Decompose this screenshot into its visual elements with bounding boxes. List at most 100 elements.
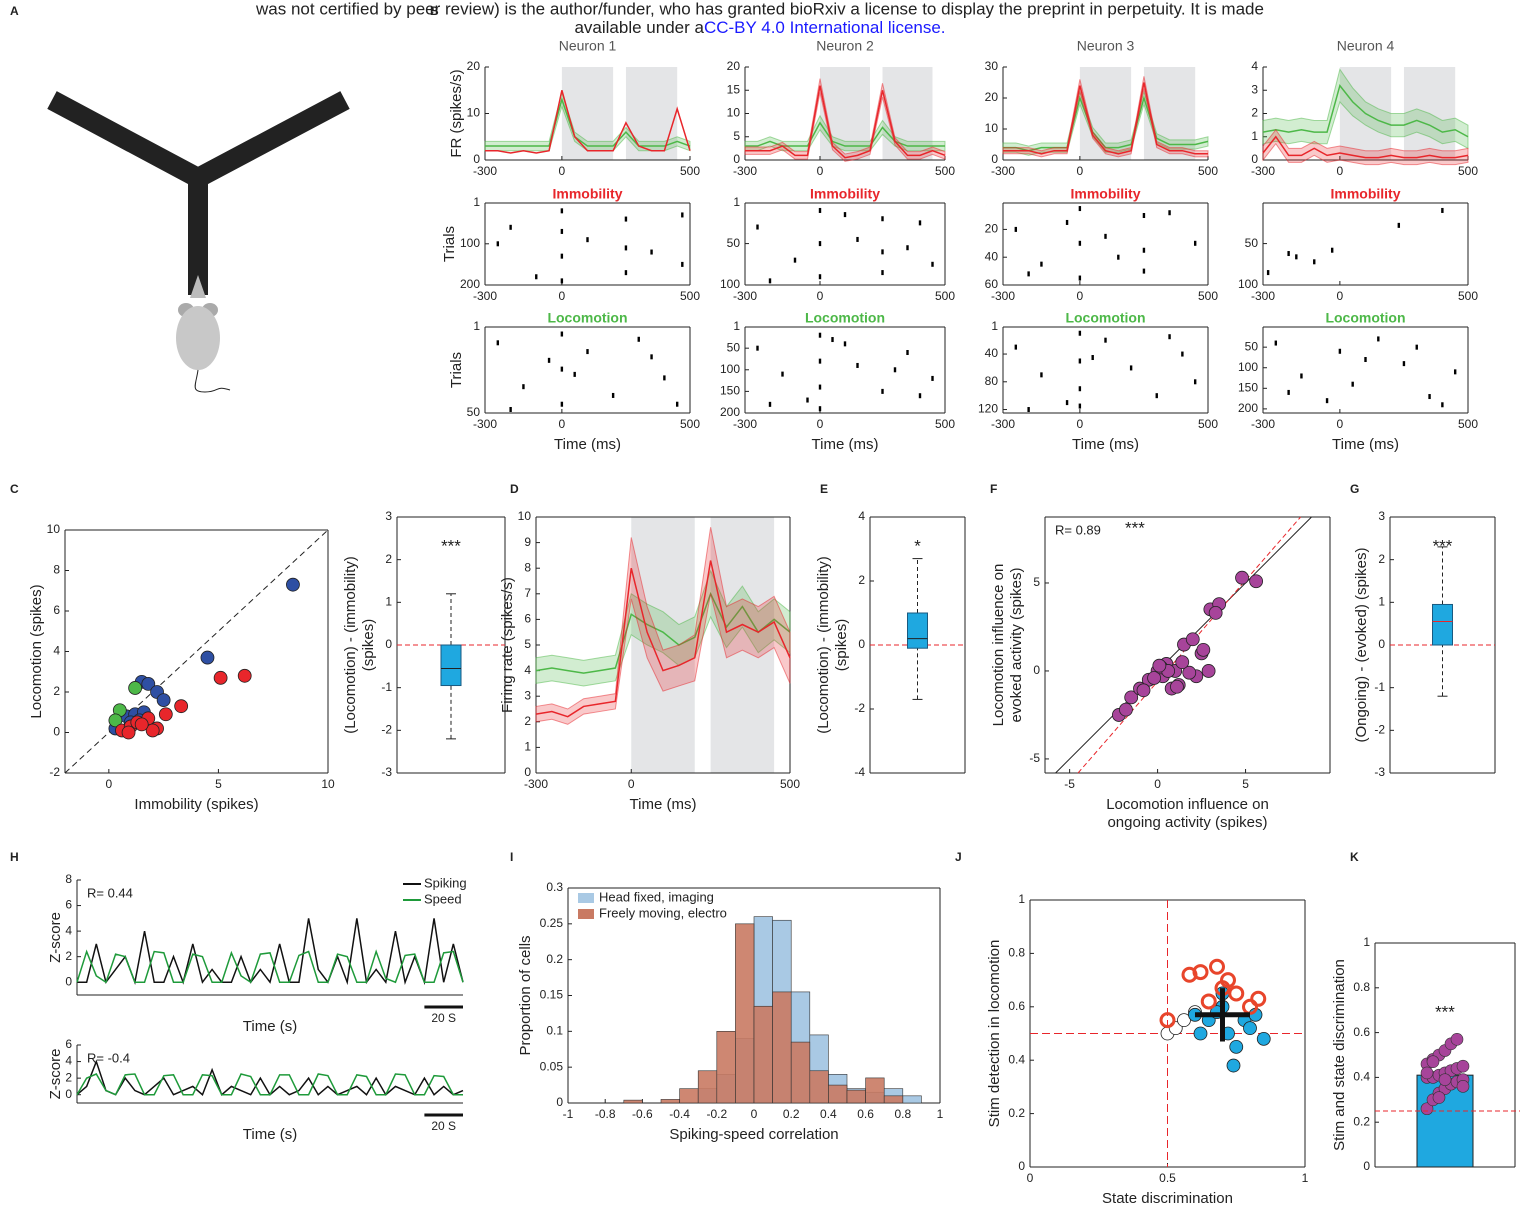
point bbox=[1456, 1059, 1470, 1073]
y-tick-label: 4 bbox=[65, 923, 72, 937]
y-tick-label: 2 bbox=[1378, 552, 1385, 566]
series-line bbox=[1262, 83, 1469, 138]
spike bbox=[586, 237, 589, 243]
x-axis-label: Time (ms) bbox=[1332, 436, 1399, 453]
spike bbox=[496, 340, 500, 346]
legend-swatch bbox=[578, 893, 594, 903]
spike bbox=[637, 336, 640, 342]
y-tick-label: 10 bbox=[518, 509, 532, 523]
x-tick-label: -300 bbox=[991, 417, 1015, 431]
y-tick-label: 0.25 bbox=[540, 916, 564, 930]
y-tick-label: 9 bbox=[524, 535, 531, 549]
y-tick-label: 10 bbox=[985, 121, 999, 135]
spike bbox=[509, 406, 512, 412]
y-tick-label: 20 bbox=[467, 59, 481, 73]
histogram-bar bbox=[772, 991, 792, 1104]
box bbox=[1432, 603, 1453, 646]
scale-bar-label: 20 S bbox=[431, 1011, 456, 1025]
point bbox=[174, 699, 189, 714]
panel-label: D bbox=[510, 482, 519, 496]
spike bbox=[522, 384, 525, 390]
y-tick-label: -1 bbox=[1374, 680, 1385, 694]
legend-label: Freely moving, electro bbox=[599, 905, 727, 920]
point bbox=[1159, 1012, 1176, 1029]
point bbox=[213, 670, 228, 685]
spike bbox=[881, 270, 884, 276]
y-tick-label: 10 bbox=[47, 522, 61, 536]
chart-title: Neuron 2 bbox=[816, 38, 874, 54]
y-tick-label: 8 bbox=[53, 563, 60, 577]
y-tick-label: 100 bbox=[1238, 360, 1258, 374]
annotation: R= -0.4 bbox=[87, 1050, 130, 1065]
y-tick-label: 2 bbox=[385, 552, 392, 566]
x-tick-label: -300 bbox=[991, 164, 1015, 178]
y-tick-label: 6 bbox=[65, 1037, 72, 1051]
y-tick-label: 15 bbox=[727, 82, 741, 96]
significance: *** bbox=[441, 536, 461, 555]
x-tick-label: -5 bbox=[1064, 777, 1075, 791]
spike bbox=[560, 208, 564, 214]
histogram-bar bbox=[809, 1070, 829, 1104]
y-axis-label: Locomotion (spikes) bbox=[28, 584, 45, 718]
spike bbox=[1078, 206, 1082, 212]
y-tick-label: 0.2 bbox=[1353, 1114, 1370, 1128]
series-line bbox=[535, 591, 791, 674]
y-tick-label: 50 bbox=[1245, 339, 1259, 353]
panel-label: B bbox=[430, 4, 439, 18]
point bbox=[1432, 1091, 1446, 1104]
point bbox=[121, 725, 136, 740]
spike bbox=[650, 249, 653, 255]
y-tick-label: -3 bbox=[381, 765, 392, 779]
y-tick-label: 2 bbox=[858, 573, 865, 587]
y-maze bbox=[47, 91, 350, 393]
y-tick-label: 0.2 bbox=[1008, 1106, 1025, 1120]
spike bbox=[818, 384, 822, 390]
y-tick-label: 3 bbox=[1251, 82, 1258, 96]
point bbox=[1201, 664, 1216, 678]
y-axis-label: Z-score bbox=[47, 912, 64, 963]
point bbox=[128, 681, 143, 695]
spike bbox=[1040, 261, 1043, 267]
spike bbox=[831, 337, 834, 343]
x-tick-label: 0 bbox=[1077, 164, 1084, 178]
x-tick-label: 0 bbox=[1337, 289, 1344, 303]
x-tick-label: 0 bbox=[105, 777, 112, 791]
x-tick-label: -300 bbox=[473, 289, 497, 303]
spike bbox=[893, 367, 897, 373]
chart-title: Immobility bbox=[1330, 186, 1400, 202]
histogram-bar bbox=[753, 1005, 773, 1104]
y-axis-label: Stim detection in locomotion bbox=[986, 940, 1003, 1128]
chart-title: Locomotion bbox=[547, 310, 627, 326]
spike bbox=[1325, 398, 1329, 404]
x-tick-label: -300 bbox=[1251, 417, 1275, 431]
y-axis-label: (Locomotion) - (immobility) bbox=[815, 556, 832, 734]
spike bbox=[881, 388, 884, 394]
panel-label: H bbox=[10, 850, 19, 864]
y-tick-label: 0 bbox=[1378, 637, 1385, 651]
y-tick-label: 6 bbox=[524, 612, 531, 626]
y-tick-label: 2 bbox=[524, 714, 531, 728]
panel-label: C bbox=[10, 482, 19, 496]
license-link[interactable]: CC-BY 4.0 International license. bbox=[704, 18, 946, 37]
point bbox=[1147, 671, 1161, 685]
spike bbox=[818, 358, 822, 364]
spike bbox=[931, 375, 934, 381]
y-tick-label: 0.6 bbox=[1008, 999, 1025, 1013]
x-tick-label: -300 bbox=[733, 417, 757, 431]
y-tick-label: 2 bbox=[1251, 106, 1258, 120]
spike bbox=[624, 270, 628, 276]
series-line bbox=[1262, 135, 1469, 159]
y-tick-label: -2 bbox=[49, 765, 60, 779]
spike bbox=[611, 392, 615, 398]
x-tick-label: -300 bbox=[733, 289, 757, 303]
histogram-bar bbox=[883, 1095, 904, 1104]
spike bbox=[1415, 344, 1418, 350]
x-axis-label: State discrimination bbox=[1102, 1190, 1233, 1207]
x-tick-label: 0 bbox=[1077, 417, 1084, 431]
point bbox=[156, 693, 171, 707]
x-axis-label: Locomotion influence on bbox=[1106, 796, 1269, 813]
y-tick-label: 0 bbox=[65, 974, 72, 988]
significance: *** bbox=[1435, 1002, 1455, 1021]
spike bbox=[675, 401, 679, 407]
spike bbox=[1300, 373, 1303, 379]
